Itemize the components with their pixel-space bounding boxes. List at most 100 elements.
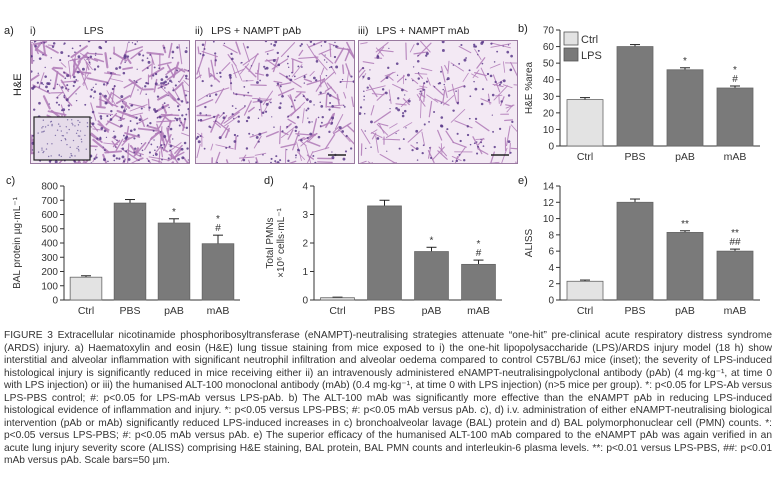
cell-nucleus (152, 154, 155, 157)
cell-nucleus (41, 42, 43, 44)
inset-nucleus (60, 130, 63, 132)
tissue-septum (371, 93, 385, 96)
tissue-septum (182, 156, 189, 163)
cell-nucleus (402, 112, 405, 115)
inset-nucleus (65, 126, 68, 128)
cell-nucleus (473, 43, 476, 46)
tissue-septum (120, 147, 139, 161)
cell-nucleus (199, 52, 202, 55)
cell-nucleus (169, 127, 173, 131)
cell-nucleus (455, 159, 459, 163)
y-tick-label: 60 (543, 42, 555, 53)
cell-nucleus (33, 108, 36, 111)
cell-nucleus (334, 41, 336, 44)
cell-nucleus (276, 82, 280, 86)
panel-label: e) (518, 175, 528, 187)
cell-nucleus (285, 75, 288, 78)
cell-nucleus (498, 83, 501, 86)
cell-nucleus (481, 62, 484, 65)
inset-nucleus (72, 139, 75, 142)
tissue-septum (414, 73, 428, 75)
tissue-septum (115, 94, 131, 105)
cell-nucleus (293, 75, 296, 78)
x-tick-label: PBS (624, 151, 645, 163)
tissue-septum (184, 89, 189, 93)
tissue-septum (196, 74, 202, 80)
cell-nucleus (415, 129, 419, 133)
cell-nucleus (185, 94, 188, 97)
tissue-septum (513, 84, 517, 86)
cell-nucleus (452, 64, 455, 66)
cell-nucleus (301, 66, 303, 68)
cell-nucleus (141, 59, 144, 62)
tissue-septum (491, 42, 511, 49)
tissue-septum (504, 119, 514, 122)
tissue-septum (370, 105, 375, 116)
cell-nucleus (489, 74, 493, 78)
cell-nucleus (148, 142, 150, 144)
tissue-septum (238, 156, 255, 159)
tissue-septum (188, 110, 189, 122)
cell-nucleus (98, 45, 102, 49)
chart-d: d) 0 1 2 3 4 Total PMNs×10⁶ cells·mL⁻¹ Ctrl PBS p… (264, 175, 502, 317)
cell-nucleus (493, 145, 496, 149)
cell-nucleus (233, 133, 237, 137)
tissue-septum (249, 131, 268, 138)
cell-nucleus (261, 111, 265, 114)
cell-nucleus (349, 147, 353, 150)
cell-nucleus (93, 97, 95, 99)
tissue-septum (342, 64, 345, 75)
cell-nucleus (309, 100, 312, 103)
tissue-septum (241, 154, 247, 162)
cell-nucleus (440, 124, 443, 128)
tissue-septum (86, 77, 108, 84)
cell-nucleus (109, 118, 113, 121)
tissue-septum (375, 135, 379, 153)
cell-nucleus (459, 139, 462, 143)
cell-nucleus (309, 132, 313, 136)
cell-nucleus (277, 63, 281, 67)
y-tick-label: 12 (543, 198, 555, 209)
tissue-septum (210, 143, 214, 151)
cell-nucleus (111, 87, 115, 91)
cell-nucleus (40, 82, 43, 85)
tissue-septum (248, 53, 258, 73)
tissue-septum (233, 68, 245, 75)
cell-nucleus (178, 124, 181, 127)
tissue-septum (149, 52, 155, 65)
cell-nucleus (491, 114, 493, 116)
cell-nucleus (71, 47, 74, 50)
y-tick-label: 0 (52, 296, 58, 307)
cell-nucleus (137, 134, 140, 137)
bar-mab (716, 250, 754, 301)
tissue-septum (280, 42, 296, 57)
significance-marker: ** (681, 219, 689, 230)
inset-nucleus (84, 134, 86, 137)
tissue-septum (472, 69, 480, 79)
cell-nucleus (33, 41, 36, 43)
cell-nucleus (441, 41, 445, 44)
cell-nucleus (422, 144, 425, 147)
cell-nucleus (466, 125, 469, 128)
tissue-septum (426, 77, 431, 86)
cell-nucleus (176, 105, 180, 108)
cell-nucleus (256, 81, 259, 84)
cell-nucleus (160, 82, 163, 85)
image-title-3: iii) LPS + NAMPT mAb (358, 25, 516, 37)
tissue-septum (248, 159, 251, 163)
tissue-septum (93, 57, 105, 63)
cell-nucleus (177, 109, 180, 112)
tissue-septum (227, 106, 246, 119)
cell-nucleus (397, 97, 400, 100)
tissue-septum (265, 131, 279, 138)
cell-nucleus (511, 120, 514, 124)
cell-nucleus (142, 54, 145, 57)
cell-nucleus (463, 58, 467, 62)
cell-nucleus (92, 86, 94, 89)
tissue-septum (148, 156, 169, 161)
tissue-septum (65, 85, 81, 102)
cell-nucleus (48, 160, 52, 163)
tissue-septum (227, 54, 237, 67)
tissue-septum (106, 90, 118, 108)
cell-nucleus (287, 115, 290, 118)
